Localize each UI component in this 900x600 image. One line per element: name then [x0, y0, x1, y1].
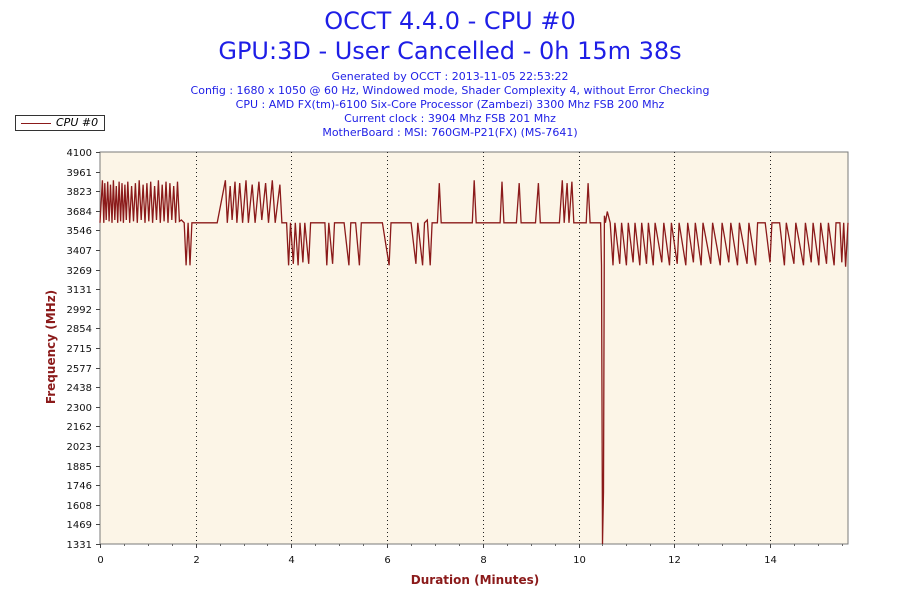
y-tick-label: 2162	[67, 422, 92, 433]
x-tick-label: 14	[764, 555, 777, 566]
chart-legend: CPU #0	[15, 115, 105, 131]
y-tick-label: 1331	[67, 540, 92, 551]
x-tick-label: 12	[668, 555, 681, 566]
y-tick-label: 2438	[67, 383, 92, 394]
y-tick-label: 4100	[67, 148, 92, 159]
y-tick-label: 2577	[67, 364, 92, 375]
legend-line-cpu0	[21, 123, 51, 124]
info-config: Config : 1680 x 1050 @ 60 Hz, Windowed m…	[190, 84, 710, 97]
y-axis-title: Frequency (MHz)	[44, 289, 58, 405]
x-tick-label: 10	[573, 555, 586, 566]
chart-subtitle: GPU:3D - User Cancelled - 0h 15m 38s	[218, 37, 682, 65]
y-tick-label: 3131	[67, 285, 92, 296]
y-tick-label: 2023	[67, 442, 92, 453]
x-axis-title: Duration (Minutes)	[410, 573, 540, 587]
y-tick-label: 1746	[67, 481, 92, 492]
info-generated: Generated by OCCT : 2013-11-05 22:53:22	[331, 70, 569, 83]
x-tick-label: 4	[288, 555, 294, 566]
x-tick-label: 0	[97, 555, 103, 566]
info-current-clock: Current clock : 3904 Mhz FSB 201 Mhz	[344, 112, 556, 125]
y-tick-label: 3684	[67, 207, 92, 218]
plot-area	[99, 151, 849, 545]
x-tick-label: 6	[384, 555, 390, 566]
y-tick-label: 2300	[67, 403, 92, 414]
x-tick-label: 2	[193, 555, 199, 566]
info-motherboard: MotherBoard : MSI: 760GM-P21(FX) (MS-764…	[322, 126, 578, 139]
y-tick-label: 3546	[67, 226, 92, 237]
y-tick-label: 2854	[67, 324, 92, 335]
y-tick-label: 2992	[67, 305, 92, 316]
y-tick-label: 3269	[67, 266, 92, 277]
info-cpu: CPU : AMD FX(tm)-6100 Six-Core Processor…	[235, 98, 665, 111]
y-tick-label: 3823	[67, 187, 92, 198]
y-tick-label: 1885	[67, 462, 92, 473]
y-tick-label: 2715	[67, 344, 92, 355]
y-tick-label: 3961	[67, 168, 92, 179]
y-tick-label: 3407	[67, 246, 92, 257]
x-tick-label: 8	[480, 555, 486, 566]
y-tick-label: 1469	[67, 520, 92, 531]
y-tick-label: 1608	[67, 501, 92, 512]
chart-title: OCCT 4.4.0 - CPU #0	[324, 7, 576, 35]
series-line-cpu0	[99, 180, 849, 545]
legend-label-cpu0: CPU #0	[56, 116, 99, 129]
